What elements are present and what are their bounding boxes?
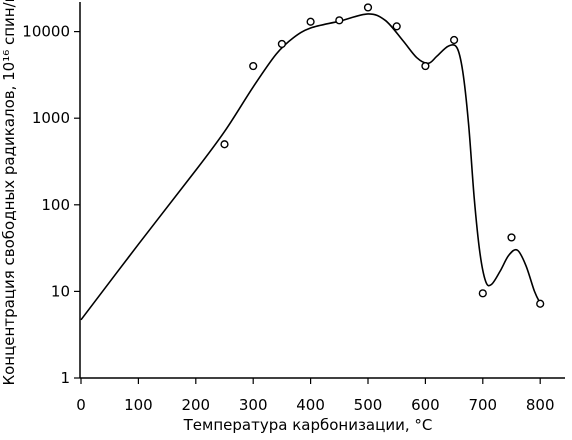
fitted-curve	[80, 13, 541, 321]
data-point	[421, 61, 430, 71]
y-tick-label: 10	[51, 282, 70, 300]
data-point	[536, 299, 545, 308]
axes: 0 100 200 300 400 500 600 700 800 1 10 100 1000 10000	[22, 2, 565, 414]
x-tick-label: 100	[124, 396, 153, 414]
y-tick-label: 1000	[32, 109, 70, 127]
x-axis-label: Температура карбонизации, °С	[183, 416, 433, 434]
x-tick-label: 0	[76, 396, 86, 414]
data-point	[220, 140, 229, 149]
data-point	[478, 289, 487, 298]
x-tick-label: 200	[181, 396, 210, 414]
y-tick-label: 1	[60, 369, 70, 387]
data-point	[277, 39, 287, 49]
x-tick-label: 800	[526, 396, 555, 414]
data-point	[450, 35, 459, 45]
fitted-curve-layer	[80, 13, 541, 321]
data-point	[507, 233, 516, 242]
x-tick-label: 400	[296, 396, 325, 414]
y-tick-label: 10000	[22, 23, 70, 41]
x-tick-label: 600	[411, 396, 440, 414]
y-axis-label: Концентрация свободных радикалов, 10¹⁶ с…	[0, 0, 18, 386]
x-tick-label: 500	[354, 396, 383, 414]
data-point	[306, 17, 315, 26]
data-point	[363, 3, 373, 12]
y-tick-label: 100	[41, 196, 70, 214]
data-point	[392, 22, 401, 31]
x-tick-label: 300	[239, 396, 268, 414]
data-point	[335, 16, 344, 25]
x-tick-label: 700	[468, 396, 497, 414]
data-points-layer	[220, 3, 545, 308]
data-point	[249, 61, 258, 71]
